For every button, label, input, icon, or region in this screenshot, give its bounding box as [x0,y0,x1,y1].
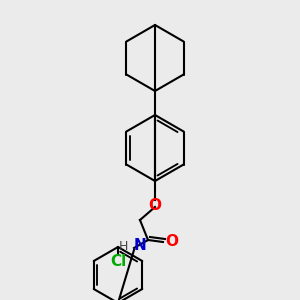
Text: Cl: Cl [110,254,126,268]
Text: H: H [118,239,128,253]
Text: O: O [148,197,161,212]
Text: N: N [134,238,147,253]
Text: O: O [166,233,178,248]
